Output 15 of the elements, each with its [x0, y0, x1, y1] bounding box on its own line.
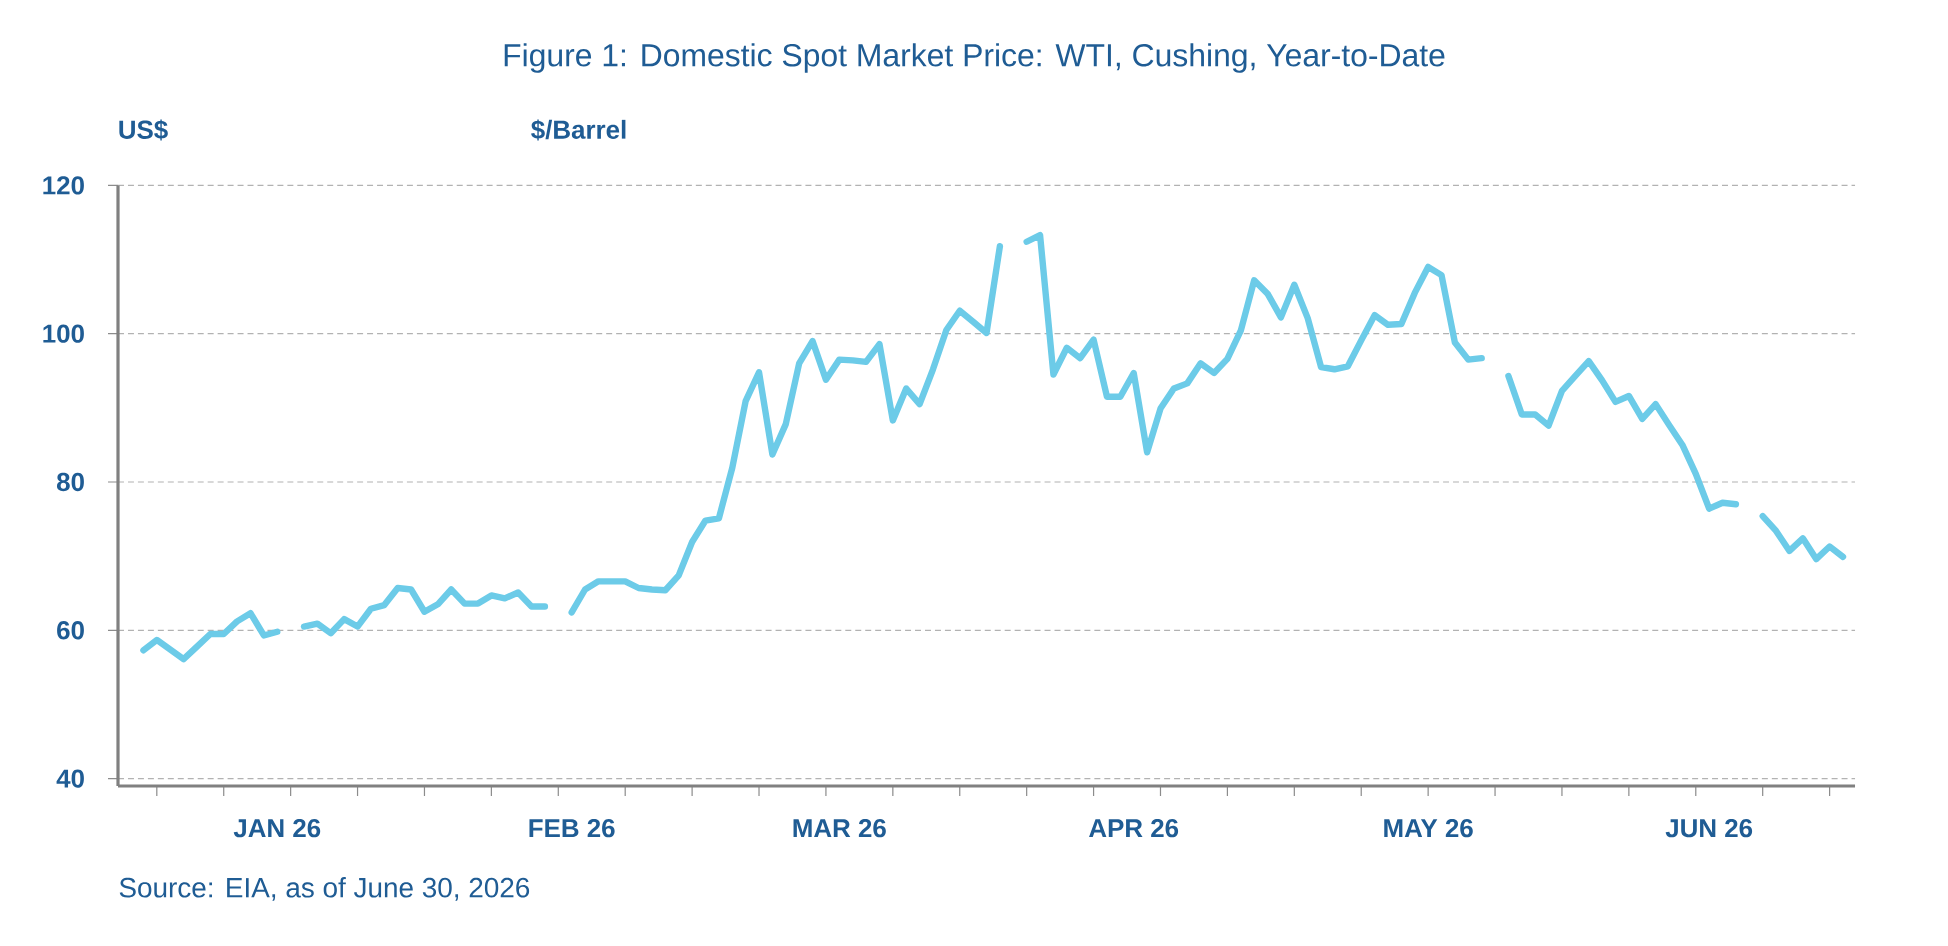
x-tick-label: JUN 26	[1665, 819, 1753, 838]
y-tick-label: 60	[57, 621, 84, 640]
y-axis-title: US$	[119, 119, 168, 141]
x-tick-label: MAR 26	[793, 819, 886, 838]
x-tick-label: FEB 26	[529, 819, 615, 838]
x-tick-label: MAY 26	[1384, 819, 1473, 838]
x-tick-label: JAN 26	[233, 819, 321, 838]
chart-title: Figure 1: Domestic Spot Market Price: WTI, Cushing, Year-to-Date	[504, 43, 1445, 73]
y-tick-label: 40	[56, 769, 84, 788]
x-tick-label: APR 26	[1089, 819, 1179, 838]
source-note: Source: EIA, as of June 30, 2026	[119, 877, 530, 901]
chart-subtitle: $/Barrel	[531, 119, 626, 141]
y-tick-label: 120	[43, 176, 84, 195]
y-tick-label: 100	[43, 324, 84, 343]
y-tick-label: 80	[56, 472, 84, 492]
